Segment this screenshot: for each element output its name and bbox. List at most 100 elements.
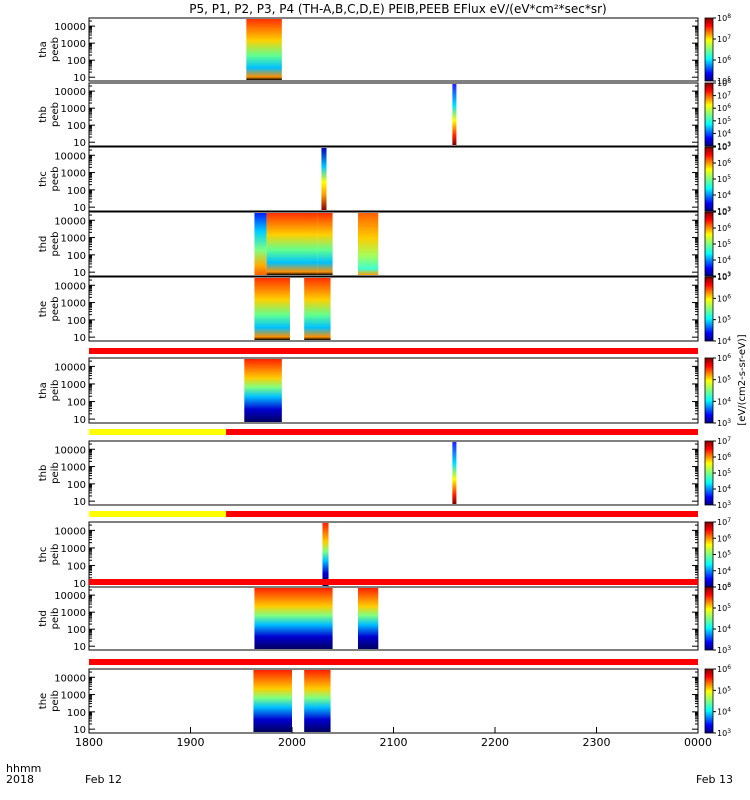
colorbar-tick-label: 105: [717, 239, 731, 249]
colorbar-tick-label: 104: [717, 255, 731, 265]
y-tick-label: 1000: [61, 299, 86, 310]
colorbar-tick-label: 103: [717, 271, 731, 281]
y-tick-label: 100: [67, 625, 86, 636]
colorbar-tick-label: 106: [717, 158, 731, 168]
colorbar-tick-label: 106: [717, 353, 731, 363]
panel-label-product: peib: [50, 380, 61, 402]
colorbar-tick-label: 108: [717, 78, 731, 88]
y-tick-label: 100: [67, 708, 86, 719]
panel-label-product: peeb: [50, 297, 61, 322]
panel-the-peib: 10 100 1000 10000 the peib 103 104 105 106: [38, 659, 731, 738]
colorbar-tick-label: 107: [717, 272, 731, 282]
y-tick-label: 10: [73, 497, 86, 508]
x-tick-label: 1800: [75, 736, 103, 749]
panel-thb-peib: 10 100 1000 10000 thb peib 103 104 105 106 107: [38, 429, 731, 510]
y-tick-label: 10000: [54, 216, 86, 227]
colorbar-tick-label: 107: [717, 34, 731, 44]
colorbar-tick-label: 107: [717, 91, 731, 101]
y-tick-label: 10000: [54, 362, 86, 373]
x-tick-label: 1900: [177, 736, 205, 749]
y-tick-label: 1000: [61, 691, 86, 702]
panel-tha-peib: 10 100 1000 10000 tha peib 103 104 105 106: [38, 348, 731, 428]
panel-frame: [88, 357, 699, 424]
x-tick-label: 0000: [684, 736, 712, 749]
y-tick-label: 100: [67, 251, 86, 262]
y-tick-label: 10000: [54, 22, 86, 33]
y-tick-label: 100: [67, 56, 86, 67]
y-tick-label: 10: [73, 138, 86, 149]
colorbar-tick-label: 103: [717, 141, 731, 151]
panel-label-probe: thd: [38, 610, 49, 627]
spectrogram-block: [321, 148, 327, 210]
y-tick-label: 10000: [54, 151, 86, 162]
colorbar-tick-label: 106: [717, 103, 731, 113]
quality-flag-bar: [89, 429, 227, 435]
colorbar-tick-label: 104: [717, 566, 731, 576]
panel-label-probe: tha: [38, 382, 49, 398]
y-tick-label: 1000: [61, 104, 86, 115]
y-tick-label: 1000: [61, 39, 86, 50]
colorbar-tick-label: 105: [717, 685, 731, 695]
colorbar-tick-label: 103: [717, 582, 731, 592]
colorbar-tick-label: 106: [717, 582, 731, 592]
x-tick-label: 2100: [380, 736, 408, 749]
spectrogram-block: [244, 359, 282, 422]
panel-label-product: peib: [50, 462, 61, 484]
y-tick-label: 10: [73, 333, 86, 344]
panel-label-probe: the: [38, 693, 49, 709]
spectrogram-block: [254, 588, 333, 649]
y-tick-label: 100: [67, 480, 86, 491]
colorbar-tick-label: 105: [717, 468, 731, 478]
spectrogram-block: [254, 213, 267, 275]
y-tick-label: 10000: [54, 673, 86, 684]
colorbar-tick-label: 106: [717, 223, 731, 233]
panel-frame: [88, 586, 699, 651]
colorbar-tick-label: 104: [717, 128, 731, 138]
panel-label-product: peeb: [50, 37, 61, 62]
y-tick-label: 100: [67, 398, 86, 409]
spectrogram-block: [246, 19, 282, 80]
panel-frame: [88, 17, 699, 82]
colorbar-tick-label: 105: [717, 76, 731, 86]
spectrogram-block: [254, 278, 290, 340]
colorbar: [704, 586, 714, 651]
quality-flag-bar: [89, 511, 227, 517]
panel-thc-peib: 10 100 1000 10000 thc peib 103 104 105 106 107: [38, 511, 731, 592]
spectrogram-block: [322, 523, 329, 586]
colorbar-tick-label: 104: [717, 396, 731, 406]
panel-label-product: peib: [50, 690, 61, 712]
colorbar-tick-label: 105: [717, 116, 731, 126]
colorbar-tick-label: 107: [717, 207, 731, 217]
y-tick-label: 10: [73, 579, 86, 590]
colorbar: [704, 276, 714, 342]
colorbar-tick-label: 106: [717, 664, 731, 674]
y-tick-label: 100: [67, 121, 86, 132]
spectrogram-block: [452, 84, 457, 145]
panel-thd-peib: 10 100 1000 10000 thd peib 103 104 105 106: [38, 579, 731, 655]
y-tick-label: 10: [73, 642, 86, 653]
panel-label-probe: thb: [38, 465, 49, 482]
colorbar-tick-label: 107: [717, 142, 731, 152]
y-tick-label: 10000: [54, 591, 86, 602]
spectrogram-block: [357, 213, 379, 275]
colorbar: [704, 146, 714, 212]
colorbar: [704, 211, 714, 277]
y-tick-label: 10: [73, 268, 86, 279]
panel-frame: [88, 146, 699, 212]
spectrogram-block: [266, 213, 318, 275]
colorbar-tick-label: 103: [717, 418, 731, 428]
colorbar-tick-label: 105: [717, 550, 731, 560]
spectrogram-block: [317, 213, 333, 275]
footer-end-date: Feb 13: [696, 773, 733, 786]
panel-frame: [88, 668, 699, 734]
y-tick-label: 10000: [54, 87, 86, 98]
colorbar: [704, 440, 714, 506]
y-tick-label: 1000: [61, 608, 86, 619]
colorbar-tick-label: 104: [717, 190, 731, 200]
colorbar-tick-label: 104: [717, 624, 731, 634]
panel-thd-peeb: 10 100 1000 10000 thd peeb 103 104 105 106 107: [38, 207, 731, 281]
colorbar-tick-label: 106: [717, 452, 731, 462]
y-tick-label: 10000: [54, 526, 86, 537]
colorbar-tick-label: 104: [717, 484, 731, 494]
quality-flag-bar: [226, 511, 698, 517]
